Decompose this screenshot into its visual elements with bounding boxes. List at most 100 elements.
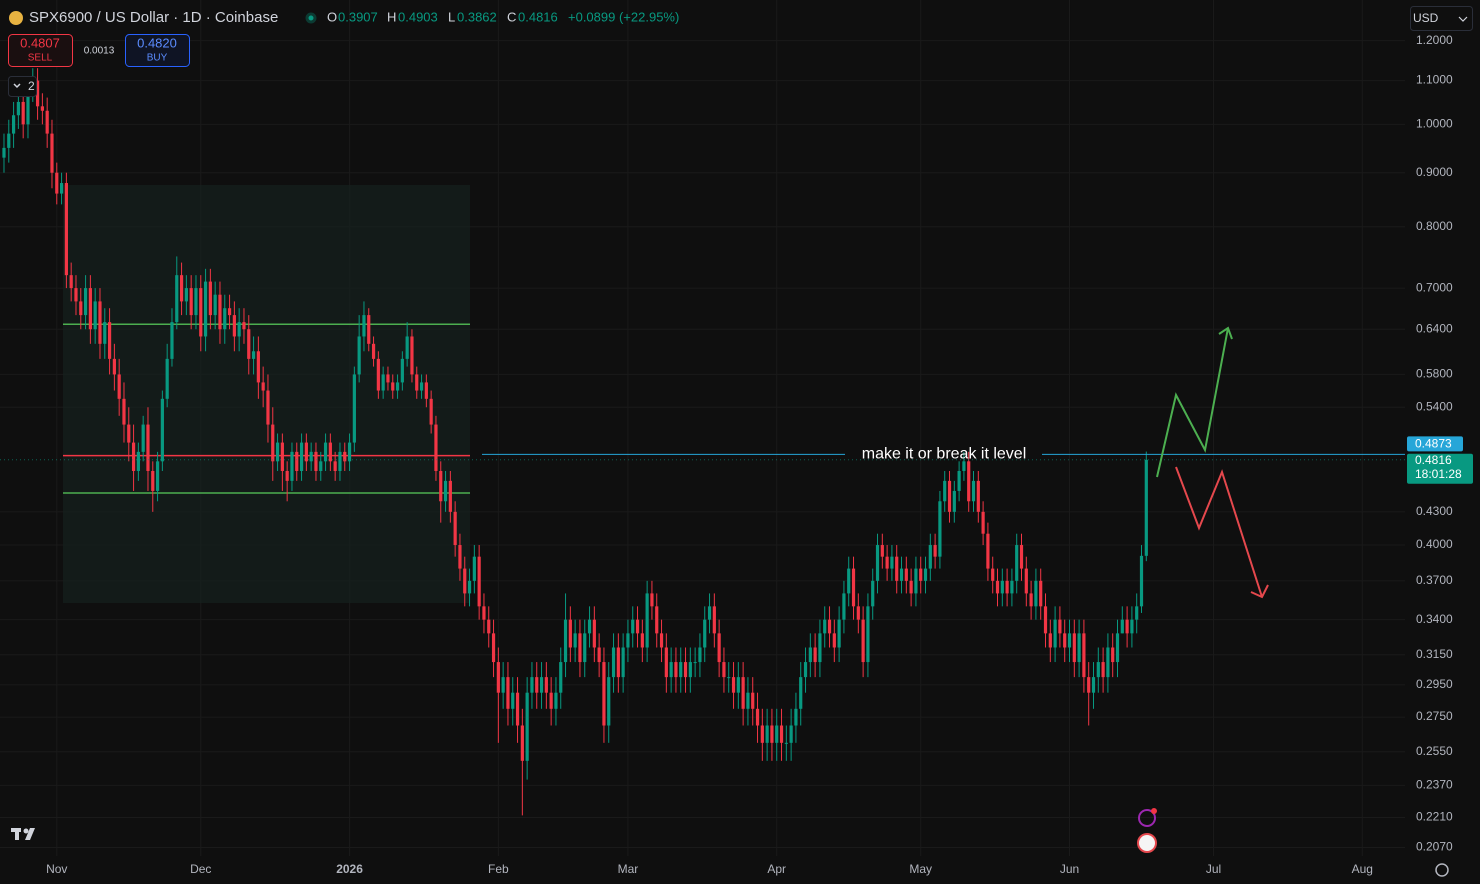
candle-body [1063,633,1067,648]
candle-body [1067,633,1072,648]
candle-body [1106,647,1110,678]
event-icon[interactable] [1137,833,1157,853]
candle-body [554,692,558,709]
candle-body [11,115,16,134]
candle-body [1072,633,1076,663]
candle-body [1111,647,1115,663]
candle-body [923,568,928,581]
candle-body [352,374,356,443]
candle-body [669,662,673,678]
candle-body [328,442,332,462]
candle-body [223,308,227,330]
countdown: 18:01:28 [1415,467,1462,481]
candle-body [295,451,299,471]
candle-body [520,725,524,761]
candle-body [50,133,54,173]
candle-body [731,677,736,693]
arrow-head [1250,584,1269,599]
candle-body [1144,459,1148,556]
candle-body [760,725,764,743]
header: SPX6900 / US Dollar · 1D · Coinbase O 0.… [8,6,1473,97]
candle-body [1000,580,1004,594]
candle-body [467,580,472,594]
candle-body [592,619,596,648]
candle-body [448,480,452,512]
candle-body [275,442,280,462]
y-tick-label: 0.4000 [1416,537,1453,551]
drawings-toggle[interactable] [8,76,37,97]
candle-body [1019,545,1024,569]
candle-body [971,480,976,502]
candle-body [645,593,649,648]
candle-body [943,480,947,502]
x-tick-label: Feb [488,862,509,876]
candle-body [271,424,275,462]
symbol-title: SPX6900 / US Dollar · 1D · Coinbase [29,9,278,26]
candle-body [1053,619,1057,648]
candle-body [189,288,193,316]
sell-button[interactable] [8,34,73,67]
candle-body [338,451,342,471]
currency: USD [1413,11,1439,25]
candle-body [458,545,462,569]
candle-body [391,382,395,391]
candle-body [995,580,1000,594]
candle-body [1058,619,1062,634]
currency-button[interactable] [1410,6,1473,31]
candle-body [799,677,803,709]
settings-icon[interactable] [1435,863,1449,877]
candle-body [722,662,726,678]
x-tick-label: Jun [1060,862,1079,876]
logo-part [15,828,19,840]
candle-body [842,593,846,620]
candle-body [976,480,980,512]
candle-body [679,662,683,678]
candle-body [837,619,841,648]
candle-body [285,470,289,481]
candle-body [381,374,385,391]
x-tick-label: Nov [46,862,67,876]
candle-body [1039,580,1043,607]
candle-body [491,633,496,663]
ohlc-letter: H [387,9,396,24]
y-tick-label: 0.2750 [1416,709,1453,723]
candle-body [1115,633,1120,663]
overlay [11,326,1449,877]
candle-body [1135,606,1139,620]
candle-body [496,662,500,693]
candle-body [64,183,68,276]
candle-body [871,580,875,607]
candle-body [175,275,179,323]
candle-body [290,451,294,481]
candle-body [635,619,640,634]
candle-body [947,480,952,512]
candle-body [1010,580,1014,594]
candle-body [7,133,11,148]
candle-body [319,461,323,471]
logo-part [25,828,35,840]
candle-body [899,568,904,581]
candle-body [16,101,20,116]
candle-body [808,647,812,663]
candle-body [1043,606,1048,634]
candle-body [933,545,937,557]
candle-body [69,275,73,289]
candle-body [362,315,366,337]
candle-body [621,647,625,678]
candle-body [131,442,136,471]
candle-body [832,633,836,648]
candle-body [626,633,630,648]
candle-body [1029,593,1033,607]
candle-body [45,110,49,134]
candle-body [549,692,553,709]
ohlc-letter: O [327,9,337,24]
ohlc-value: 0.4816 [518,9,558,24]
candle-body [919,568,923,581]
candle-body [813,647,817,663]
candle-body [885,556,889,569]
event-icon[interactable] [1138,809,1156,827]
buy-button[interactable] [125,34,190,67]
last-price-label: 0.4816 [1415,453,1452,467]
candle-body [597,647,601,663]
candle-body [539,677,544,693]
